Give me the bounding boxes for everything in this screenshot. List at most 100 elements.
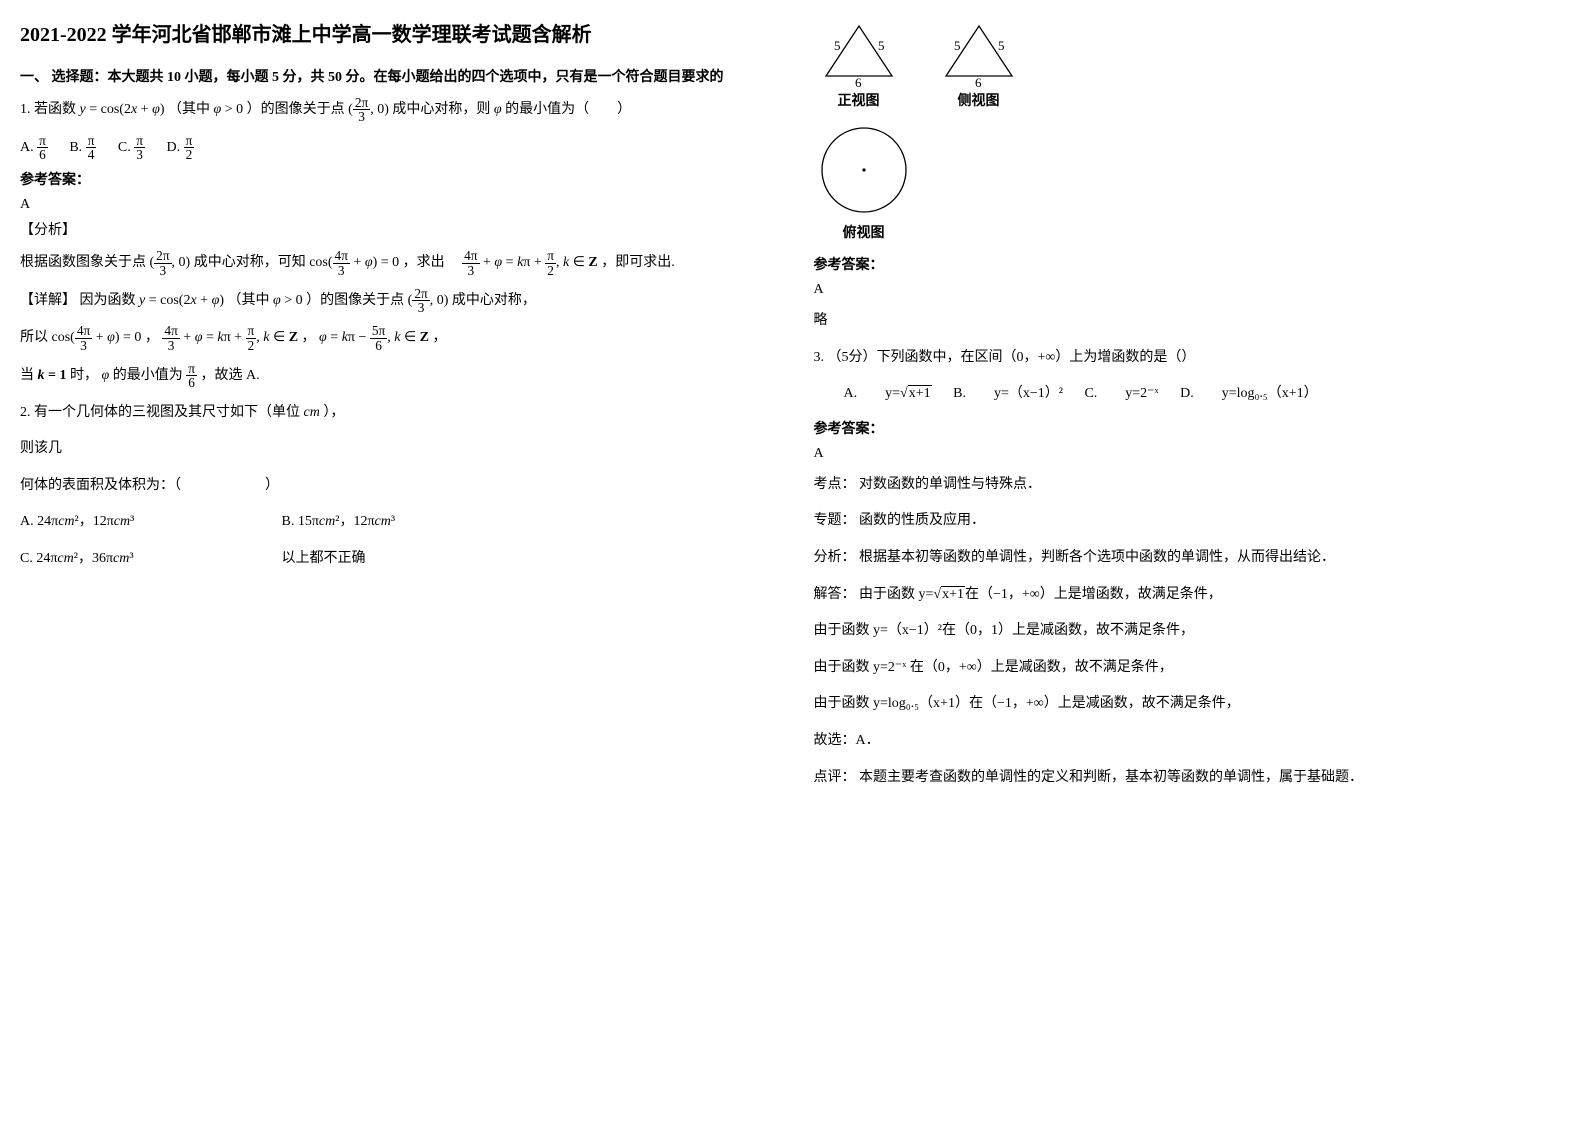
q1-detail-label: 【详解】	[20, 293, 76, 308]
q1-det2-eq3: φ = kπ − 5π6, k ∈ Z	[319, 330, 429, 345]
q1-det2-s2: ，	[302, 330, 316, 345]
q3-choice-c: C. y=2⁻ˣ	[1084, 381, 1158, 408]
q1-det2-a: 所以	[20, 330, 52, 345]
q3-answer: A	[814, 446, 1568, 462]
q2-brief: 略	[814, 308, 1568, 335]
q2-choice-a: A. 24πcm²，12πcm³	[20, 509, 260, 536]
q2-choices-row2: C. 24πcm²，36πcm³ 以上都不正确	[20, 546, 774, 573]
q3-choices: A. y=√x+1 B. y=（x−1）² C. y=2⁻ˣ D. y=log₀…	[814, 381, 1568, 408]
front-view-triangle: 5 5 6	[814, 20, 904, 88]
q1-choice-c: C. π3	[118, 134, 145, 162]
q1-det-d: 成中心对称，	[452, 293, 536, 308]
jieda-label: 解答：	[814, 587, 856, 602]
q1-text3: ）的图像关于点	[247, 102, 349, 117]
q1-answer: A	[20, 197, 774, 213]
q2-a: 2. 有一个几何体的三视图及其尺寸如下（单位	[20, 405, 304, 420]
side-view-triangle: 5 5 6	[934, 20, 1024, 88]
tri-base: 6	[855, 75, 862, 88]
q1-detail-line3: 当 k = 1 时， φ 的最小值为 π6 ，故选 A.	[20, 362, 774, 390]
dianping-label: 点评：	[814, 770, 856, 785]
side-view-label: 侧视图	[958, 90, 1000, 110]
zhuanti-label: 专题：	[814, 513, 856, 528]
q1-analysis: 根据函数图象关于点 (2π3, 0) 成中心对称，可知 cos(4π3 + φ)…	[20, 249, 774, 277]
q1-ana-c: ，求出	[403, 255, 459, 270]
q3-choice-a: A. y=√x+1	[844, 381, 932, 408]
q1-det2-eq2: 4π3 + φ = kπ + π2, k ∈ Z	[162, 330, 298, 345]
side-view: 5 5 6 侧视图	[934, 20, 1024, 110]
q3-zhuanti: 专题： 函数的性质及应用．	[814, 508, 1568, 535]
three-view-figure: 5 5 6 正视图 5 5 6 侧视图	[814, 20, 1568, 242]
q1-stem: 1. 若函数 y = cos(2x + φ) （其中 φ > 0 ）的图像关于点…	[20, 96, 774, 124]
tri2-base: 6	[975, 75, 982, 88]
tri-side-left: 5	[834, 38, 841, 53]
dianping-text: 本题主要考查函数的单调性的定义和判断，基本初等函数的单调性，属于基础题．	[859, 770, 1363, 785]
q1-det3-val: π6	[186, 368, 197, 383]
fenxi-label: 分析：	[814, 550, 856, 565]
q1-ana-a: 根据函数图象关于点	[20, 255, 150, 270]
q1-ana-pt: (2π3, 0)	[150, 255, 191, 270]
q3-jieda-c: 由于函数 y=2⁻ˣ 在（0，+∞）上是减函数，故不满足条件，	[814, 655, 1568, 682]
q1-choice-a: A. π6	[20, 134, 48, 162]
q3-choice-b: B. y=（x−1）²	[953, 381, 1063, 408]
q3-jieda-d: 由于函数 y=log₀.₅（x+1）在（−1，+∞）上是减函数，故不满足条件，	[814, 691, 1568, 718]
q1-text4: 成中心对称，则	[392, 102, 494, 117]
section-1-heading: 一、 选择题：本大题共 10 小题，每小题 5 分，共 50 分。在每小题给出的…	[20, 66, 774, 86]
q1-det2-eq1: cos(4π3 + φ) = 0	[52, 330, 142, 345]
front-view: 5 5 6 正视图	[814, 20, 904, 110]
q1-det3-k: k = 1	[38, 368, 67, 383]
front-view-label: 正视图	[838, 90, 880, 110]
q1-function: y = cos(2x + φ)	[80, 102, 165, 117]
q1-det-pt: (2π3, 0)	[408, 293, 449, 308]
q3-dianping: 点评： 本题主要考查函数的单调性的定义和判断，基本初等函数的单调性，属于基础题．	[814, 765, 1568, 792]
q1-choice-b: B. π4	[69, 134, 96, 162]
q3-jieda-e: 故选：A．	[814, 728, 1568, 755]
exam-title: 2021-2022 学年河北省邯郸市滩上中学高一数学理联考试题含解析	[20, 20, 774, 50]
zhuanti-text: 函数的性质及应用．	[859, 513, 985, 528]
q1-ana-b: 成中心对称，可知	[194, 255, 310, 270]
q3-answer-label: 参考答案：	[814, 418, 1568, 438]
tri-side-right: 5	[878, 38, 885, 53]
q3-a-rad: x+1	[908, 385, 932, 401]
q1-phi: φ	[494, 102, 502, 117]
q1-detail: 【详解】 因为函数 y = cos(2x + φ) （其中 φ > 0 ）的图像…	[20, 287, 774, 315]
jieda-a-rad: x+1	[941, 586, 965, 602]
q3-jieda-a: 解答： 由于函数 y=√x+1在（−1，+∞）上是增函数，故满足条件，	[814, 582, 1568, 609]
tri2-side-left: 5	[954, 38, 961, 53]
q3-kaodian: 考点： 对数函数的单调性与特殊点．	[814, 472, 1568, 499]
kaodian-label: 考点：	[814, 477, 856, 492]
q1-det-fn: y = cos(2x + φ)	[139, 293, 224, 308]
q1-det3-c: 的最小值为	[113, 368, 187, 383]
fenxi-text: 根据基本初等函数的单调性，判断各个选项中函数的单调性，从而得出结论．	[859, 550, 1335, 565]
q2-stem: 2. 有一个几何体的三视图及其尺寸如下（单位 cm ），	[20, 400, 774, 427]
q3-choice-d: D. y=log₀.₅（x+1）	[1180, 381, 1318, 408]
q1-analysis-label: 【分析】	[20, 219, 774, 239]
q2-b: ），	[323, 405, 344, 420]
jieda-a-pre: 由于函数 y=	[859, 587, 933, 602]
q1-choice-d: D. π2	[166, 134, 194, 162]
q1-det-a: 因为函数	[80, 293, 140, 308]
q1-choices: A. π6 B. π4 C. π3 D. π2	[20, 134, 774, 162]
tri2-side-right: 5	[998, 38, 1005, 53]
q1-det2-s3: ，	[433, 330, 447, 345]
top-view-circle	[814, 120, 914, 220]
q1-det3-phi: φ	[101, 368, 109, 383]
q1-det-c: ）的图像关于点	[306, 293, 408, 308]
q2-choices-row1: A. 24πcm²，12πcm³ B. 15πcm²，12πcm³	[20, 509, 774, 536]
q1-detail-line2: 所以 cos(4π3 + φ) = 0 ， 4π3 + φ = kπ + π2,…	[20, 324, 774, 352]
q3-stem: 3. （5分）下列函数中，在区间（0，+∞）上为增函数的是（）	[814, 345, 1568, 372]
q2-choice-c: C. 24πcm²，36πcm³	[20, 546, 260, 573]
q3-jieda-b: 由于函数 y=（x−1）²在（0，1）上是减函数，故不满足条件，	[814, 618, 1568, 645]
q3-fenxi: 分析： 根据基本初等函数的单调性，判断各个选项中函数的单调性，从而得出结论．	[814, 545, 1568, 572]
q2-choice-b: B. 15πcm²，12πcm³	[282, 509, 396, 536]
q2-line3: 何体的表面积及体积为：（ ）	[20, 473, 774, 500]
q1-ana-eq2: 4π3 + φ = kπ + π2, k ∈ Z	[462, 255, 598, 270]
q2-unit: cm	[304, 405, 320, 420]
top-view: 俯视图	[814, 120, 914, 242]
q2-answer-label: 参考答案：	[814, 254, 1568, 274]
q1-det-b: （其中	[228, 293, 274, 308]
q3-a-pre: A. y=	[844, 386, 901, 401]
q1-text2: （其中	[168, 102, 214, 117]
q1-det3-a: 当	[20, 368, 38, 383]
q1-det2-s1: ，	[145, 330, 159, 345]
jieda-a-post: 在（−1，+∞）上是增函数，故满足条件，	[965, 587, 1222, 602]
